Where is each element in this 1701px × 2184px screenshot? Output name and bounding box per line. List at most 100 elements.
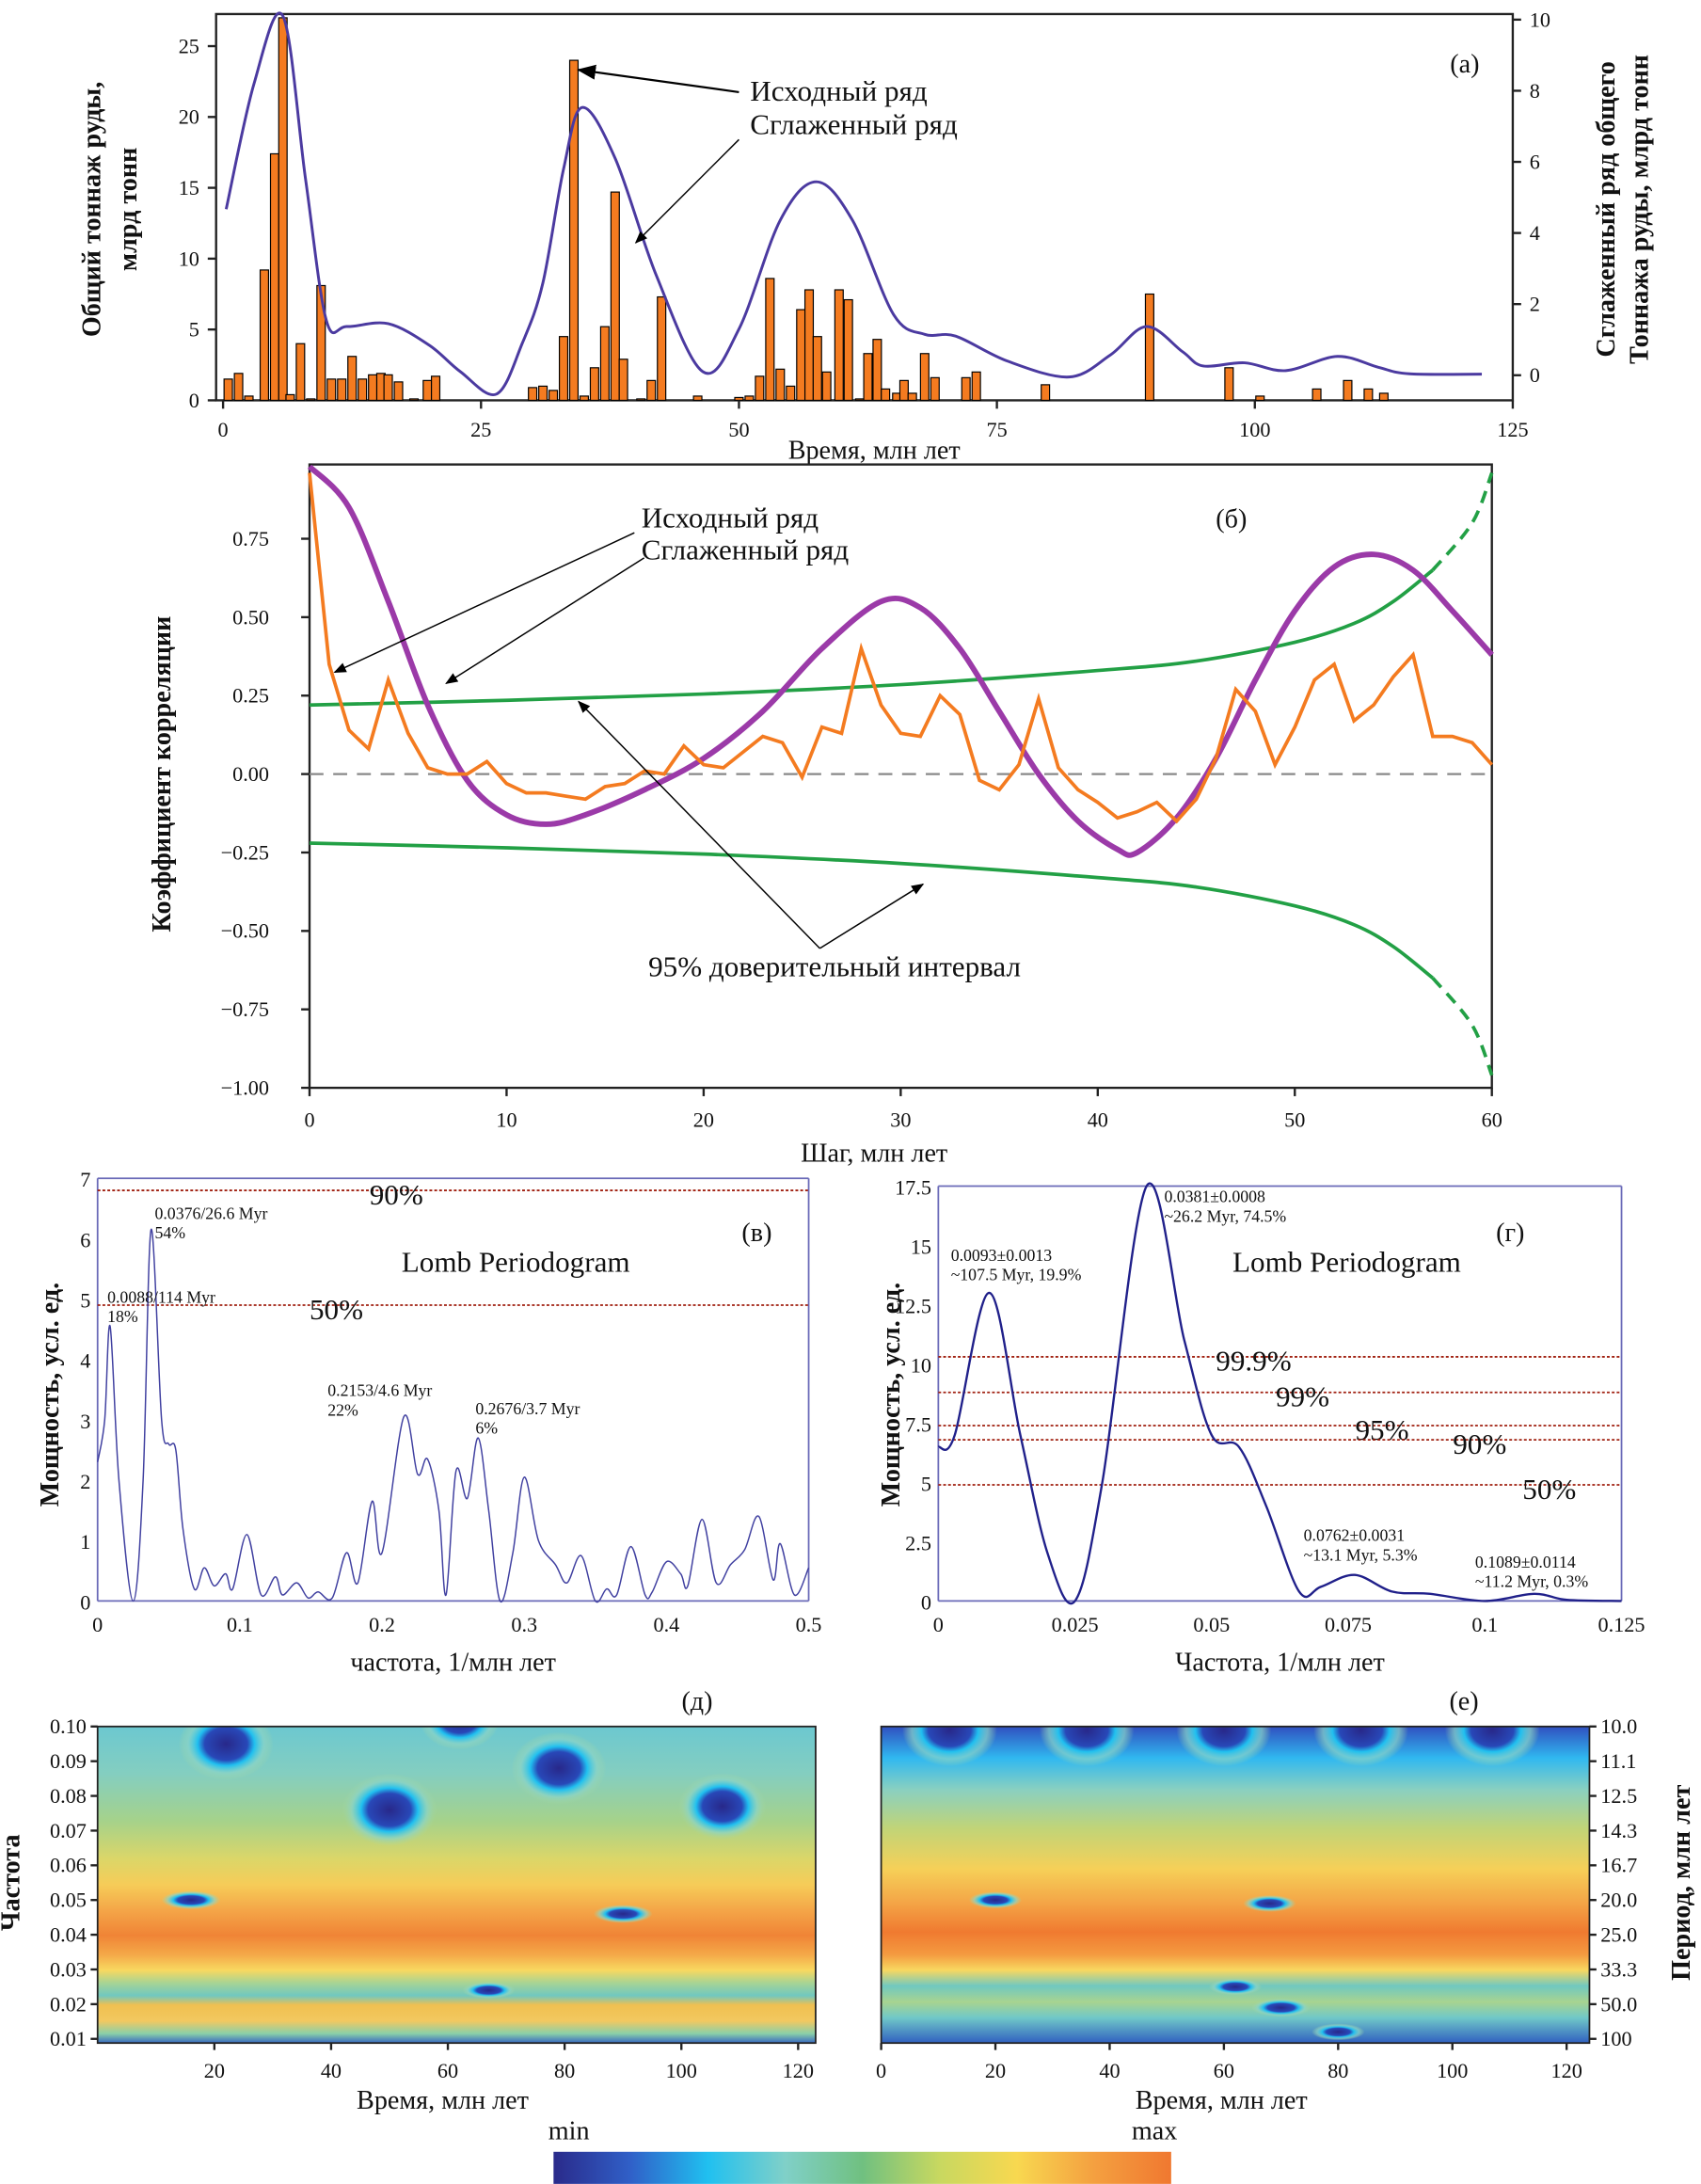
- bar: [961, 376, 971, 402]
- x-tick-label: 0.025: [1052, 1613, 1099, 1636]
- heatmap-minimum: [1039, 1726, 1135, 1767]
- plot-frame: [308, 463, 1493, 1090]
- bar: [907, 392, 917, 402]
- x-axis-label: Время, млн лет: [357, 2086, 529, 2115]
- panel-e: 20 40 60 80 100 120 0.10 0.09 0.08 0.07 0.06 0.05 0.…: [0, 1687, 817, 2145]
- heatmap-minimum: [1444, 1726, 1540, 1767]
- x-tick-label: 20: [693, 1108, 714, 1132]
- x-tick-label: 0.125: [1598, 1613, 1645, 1636]
- x-tick-label: 75: [986, 418, 1007, 441]
- heatmap-background: [881, 1726, 1590, 2044]
- panel-a: 0 25 50 75 100 125 0 5 10 15 20 25 0 2 4 6 8 10 Время, млн…: [78, 8, 1655, 465]
- x-axis-label: частота, 1/млн лет: [350, 1649, 556, 1678]
- peak-label: ~13.1 Myr, 5.3%: [1304, 1545, 1418, 1564]
- bar: [306, 398, 316, 402]
- x-axis-label: Частота, 1/млн лет: [1175, 1649, 1385, 1678]
- y-tick-label: 14.3: [1600, 1819, 1637, 1842]
- x-axis-label: Время, млн лет: [788, 437, 961, 466]
- y-tick-label: 2: [80, 1470, 90, 1493]
- significance-label: 99.9%: [1216, 1345, 1291, 1378]
- x-tick-label: 10: [496, 1108, 517, 1132]
- y-tick-label: 0.04: [50, 1923, 87, 1947]
- confidence-interval-line: [309, 568, 1435, 708]
- y-tick-label: 0: [189, 389, 199, 412]
- y-tick-label: 0: [80, 1590, 90, 1614]
- x-tick-label: 0.05: [1193, 1613, 1230, 1636]
- x-tick-label: 20: [204, 2059, 225, 2082]
- x-tick-label: 40: [1099, 2059, 1120, 2082]
- peak-label: 0.0762±0.0031: [1304, 1526, 1405, 1545]
- bar: [368, 374, 378, 402]
- x-tick-label: 50: [1284, 1108, 1305, 1132]
- bar: [233, 373, 244, 402]
- y-tick-label: 10: [179, 247, 199, 270]
- y-tick-label: 5: [80, 1288, 90, 1312]
- y-right-axis-label: Период, млн лет: [1667, 1785, 1696, 1981]
- x-axis-label: Шаг, млн лет: [801, 1140, 947, 1169]
- y-tick-label: 0.25: [232, 684, 269, 708]
- bar: [930, 376, 940, 402]
- y-tick-label: 0.07: [50, 1819, 87, 1842]
- y-tick-label: 16.7: [1600, 1854, 1637, 1877]
- bar: [775, 368, 786, 402]
- significance-label: 50%: [1522, 1473, 1576, 1506]
- bar: [223, 378, 233, 402]
- bar: [734, 396, 744, 402]
- heatmap-minimum: [462, 1982, 516, 2000]
- y-tick-label: 33.3: [1600, 1957, 1637, 1981]
- significance-label: 95%: [1355, 1413, 1408, 1446]
- heatmap-minimum: [1313, 1726, 1408, 1767]
- y-tick-label: 0.00: [232, 762, 269, 786]
- arrow: [578, 700, 820, 949]
- peak-label: 18%: [107, 1307, 138, 1326]
- bar: [610, 191, 620, 402]
- y-tick-label: 0.05: [50, 1889, 87, 1912]
- bar: [422, 379, 433, 402]
- bar: [765, 278, 775, 402]
- x-tick-label: 50: [728, 418, 749, 441]
- bar: [558, 336, 569, 402]
- y-tick-label: 0.01: [50, 2027, 87, 2050]
- y-tick-label: 0.03: [50, 1957, 87, 1981]
- x-tick-label: 40: [1088, 1108, 1108, 1132]
- x-tick-label: 20: [985, 2059, 1006, 2082]
- raw-acf-line: [308, 472, 1494, 824]
- bar: [786, 385, 796, 402]
- y-tick-label: 0.02: [50, 1992, 87, 2016]
- x-tick-label: 30: [890, 1108, 911, 1132]
- y-axis-label: Общий тоннаж руды,: [78, 82, 107, 337]
- x-tick-label: 0.075: [1325, 1613, 1372, 1636]
- bar: [1224, 367, 1234, 402]
- y-tick-label: 6: [80, 1228, 90, 1251]
- bar: [579, 395, 589, 402]
- panel-f: 0 20 40 60 80 100 120 10.0 11.1 12.5 14.3 16.7 20.0 2…: [876, 1687, 1696, 2145]
- y-tick-label: 5: [921, 1472, 931, 1495]
- y-tick-label: 15: [179, 176, 199, 199]
- bar: [872, 339, 882, 402]
- y-right-tick-label: 6: [1530, 150, 1540, 173]
- arrow: [819, 883, 925, 949]
- bar: [821, 371, 832, 402]
- bar: [971, 371, 981, 402]
- peak-label: ~107.5 Myr, 19.9%: [951, 1266, 1082, 1284]
- bar: [881, 388, 891, 402]
- y-tick-label: 0.08: [50, 1784, 87, 1808]
- y-tick-label: 0: [921, 1590, 931, 1614]
- x-tick-label: 25: [470, 418, 491, 441]
- heatmap-minimum: [1312, 2023, 1365, 2041]
- x-tick-label: 0.5: [796, 1613, 822, 1636]
- bar: [1343, 379, 1353, 402]
- bar: [259, 269, 270, 402]
- x-tick-label: 80: [554, 2059, 575, 2082]
- bar: [863, 353, 873, 402]
- peak-label: 0.0376/26.6 Myr: [154, 1204, 267, 1222]
- y-axis-label: млрд тонн: [114, 148, 143, 271]
- bar: [618, 359, 628, 402]
- x-tick-label: 0: [876, 2059, 886, 2082]
- bar: [919, 353, 930, 402]
- plot-frame: [215, 12, 1515, 402]
- confidence-interval-line: [309, 841, 1435, 980]
- x-tick-label: 0.3: [511, 1613, 537, 1636]
- y-tick-label: 10: [911, 1353, 931, 1377]
